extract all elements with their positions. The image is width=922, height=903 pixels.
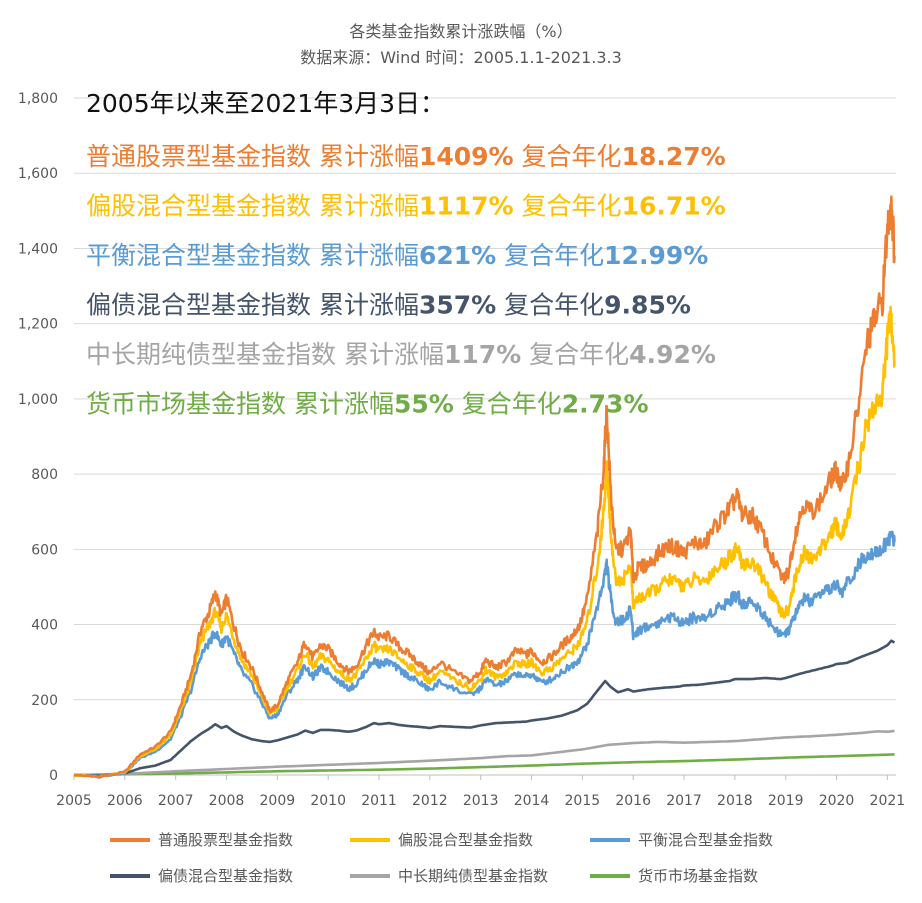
chart-title: 各类基金指数累计涨跌幅（%） [349, 22, 572, 41]
series-line [73, 305, 896, 779]
series-annotation: 普通股票型基金指数 累计涨幅1409% 复合年化18.27% [86, 142, 726, 171]
annotation-label: 累计涨幅 [294, 390, 394, 419]
series-annotation: 平衡混合型基金指数 累计涨幅621% 复合年化12.99% [86, 241, 708, 270]
annotation-value: 12.99% [604, 241, 708, 270]
x-tick-label: 2008 [209, 793, 245, 809]
x-tick-label: 2015 [565, 793, 601, 809]
annotation-value: 1117% [419, 192, 514, 221]
annotation-label: 复合年化 [454, 390, 562, 419]
series-annotation: 中长期纯债型基金指数 累计涨幅117% 复合年化4.92% [86, 340, 716, 369]
x-tick-label: 2012 [412, 793, 448, 809]
annotation-label: 复合年化 [514, 142, 622, 171]
annotation-value: 16.71% [622, 192, 726, 221]
annotation-value: 55% [394, 390, 454, 419]
annotation-value: 1409% [419, 142, 514, 171]
legend-label: 偏股混合型基金指数 [398, 831, 533, 849]
annotation-label: 中长期纯债型基金指数 [86, 340, 344, 369]
annotation-value: 621% [419, 241, 496, 270]
annotation-label: 复合年化 [496, 241, 604, 270]
y-tick-label: 1,200 [18, 317, 58, 333]
legend-label: 平衡混合型基金指数 [638, 831, 773, 849]
x-tick-label: 2007 [158, 793, 194, 809]
x-tick-label: 2020 [819, 793, 855, 809]
y-tick-label: 1,000 [18, 392, 58, 408]
annotation-value: 18.27% [622, 142, 726, 171]
y-tick-label: 1,800 [18, 91, 58, 107]
x-tick-label: 2018 [717, 793, 753, 809]
y-tick-label: 600 [31, 542, 58, 558]
annotation-label: 累计涨幅 [319, 291, 419, 320]
annotation-label: 偏股混合型基金指数 [86, 192, 319, 221]
x-tick-label: 2021 [870, 793, 906, 809]
annotation-label: 复合年化 [496, 291, 604, 320]
series-line [74, 530, 896, 779]
y-axis: 0 200 400 600 800 1,000 1,200 1,400 1,600 1,800 [18, 91, 58, 784]
annotation-label: 复合年化 [514, 192, 622, 221]
series-annotations: 普通股票型基金指数 累计涨幅1409% 复合年化18.27%偏股混合型基金指数 … [86, 142, 726, 419]
legend-label: 货币市场基金指数 [638, 867, 758, 885]
y-tick-label: 800 [31, 467, 58, 483]
legend-label: 中长期纯债型基金指数 [398, 867, 548, 885]
x-tick-label: 2005 [56, 793, 92, 809]
series-annotation: 偏债混合型基金指数 累计涨幅357% 复合年化9.85% [86, 291, 691, 320]
annotation-label: 货币市场基金指数 [86, 390, 294, 419]
legend-label: 普通股票型基金指数 [158, 831, 293, 849]
x-tick-label: 2019 [768, 793, 804, 809]
legend-label: 偏债混合型基金指数 [158, 867, 293, 885]
annotation-label: 累计涨幅 [319, 142, 419, 171]
annotation-label: 普通股票型基金指数 [86, 142, 319, 171]
x-tick-label: 2009 [260, 793, 296, 809]
series-annotation: 偏股混合型基金指数 累计涨幅1117% 复合年化16.71% [86, 192, 726, 221]
y-tick-label: 0 [49, 768, 58, 784]
series-annotation: 货币市场基金指数 累计涨幅55% 复合年化2.73% [86, 390, 649, 419]
annotation-label: 平衡混合型基金指数 [86, 241, 319, 270]
x-tick-label: 2014 [514, 793, 550, 809]
x-tick-label: 2006 [107, 793, 143, 809]
chart-subtitle: 数据来源：Wind 时间：2005.1.1-2021.3.3 [300, 48, 622, 67]
x-tick-label: 2016 [615, 793, 651, 809]
x-tick-label: 2010 [310, 793, 346, 809]
y-tick-label: 200 [31, 693, 58, 709]
y-tick-label: 1,400 [18, 241, 58, 257]
x-tick-label: 2011 [361, 793, 397, 809]
annotation-value: 357% [419, 291, 496, 320]
series-line [73, 195, 896, 779]
annotation-label: 累计涨幅 [344, 340, 444, 369]
annotation-value: 4.92% [629, 340, 716, 369]
annotation-value: 9.85% [604, 291, 691, 320]
series-line [73, 639, 896, 778]
annotation-value: 117% [444, 340, 521, 369]
annotation-label: 累计涨幅 [319, 192, 419, 221]
x-tick-label: 2017 [666, 793, 702, 809]
series-lines [73, 195, 896, 779]
y-tick-label: 1,600 [18, 166, 58, 182]
x-axis: 2005 2006 2007 2008 2009 2010 2011 2012 2013 2014… [56, 774, 906, 809]
annotation-value: 2.73% [562, 390, 649, 419]
series-line [73, 753, 896, 777]
annotation-label: 复合年化 [521, 340, 629, 369]
annotation-label: 偏债混合型基金指数 [86, 291, 319, 320]
annotation-head: 2005年以来至2021年3月3日： [86, 89, 445, 118]
series-line [73, 729, 896, 777]
y-tick-label: 400 [31, 618, 58, 634]
annotation-label: 累计涨幅 [319, 241, 419, 270]
x-tick-label: 2013 [463, 793, 499, 809]
